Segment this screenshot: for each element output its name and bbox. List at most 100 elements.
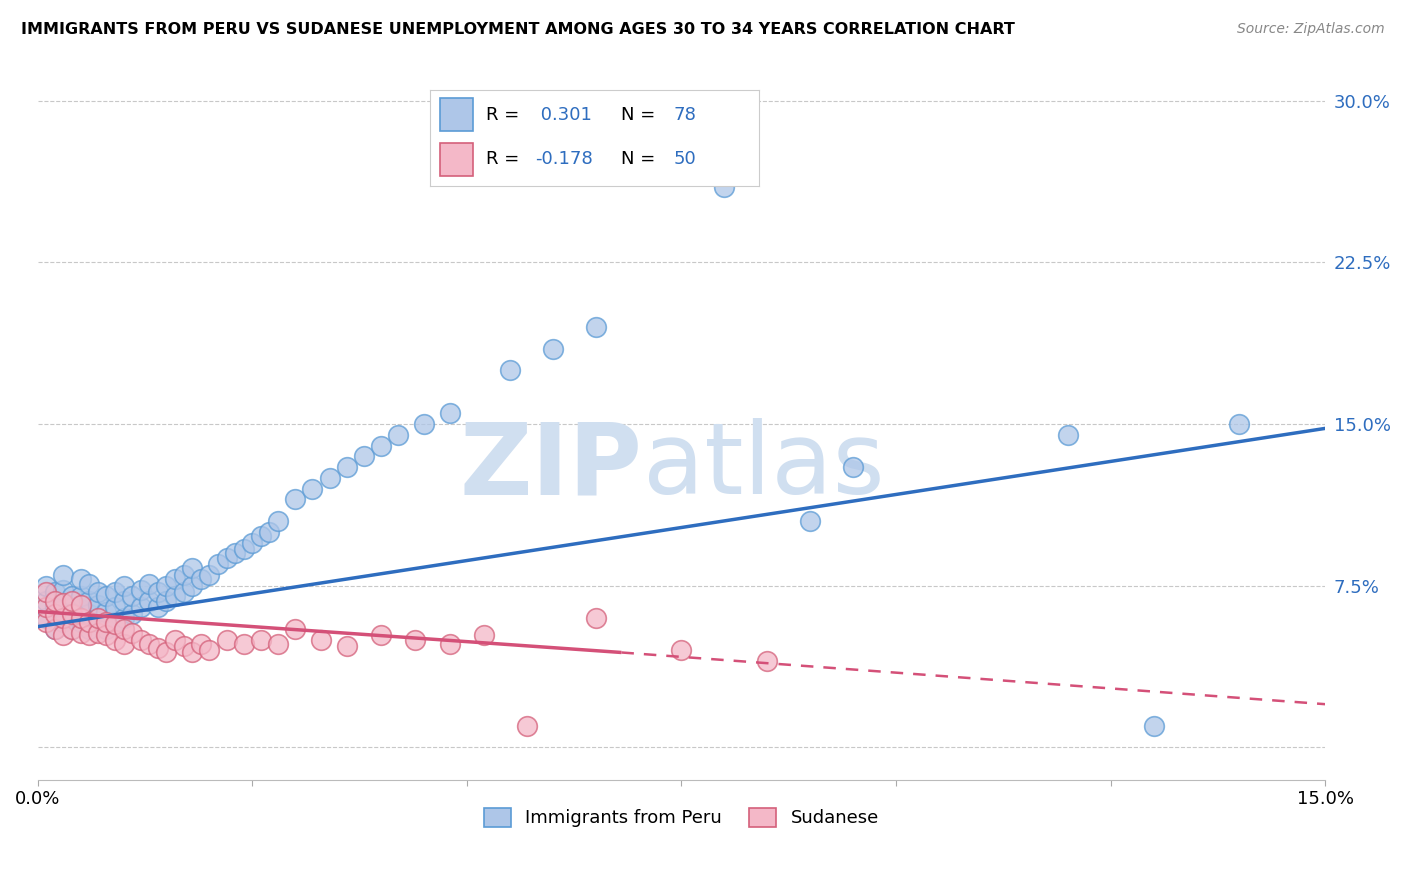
Point <box>173 585 195 599</box>
Point <box>370 439 392 453</box>
Point <box>627 159 650 173</box>
Text: IMMIGRANTS FROM PERU VS SUDANESE UNEMPLOYMENT AMONG AGES 30 TO 34 YEARS CORRELAT: IMMIGRANTS FROM PERU VS SUDANESE UNEMPLO… <box>21 22 1015 37</box>
Point <box>259 524 281 539</box>
Point <box>250 529 273 543</box>
Point <box>224 546 246 560</box>
Point <box>44 607 66 621</box>
Point <box>215 632 238 647</box>
Point <box>215 550 238 565</box>
Point <box>309 632 332 647</box>
Point <box>104 600 127 615</box>
Text: ZIP: ZIP <box>460 418 643 516</box>
Point <box>756 654 779 668</box>
Point <box>35 593 58 607</box>
Point <box>207 557 229 571</box>
Point <box>472 628 495 642</box>
Point <box>87 611 110 625</box>
Point <box>250 632 273 647</box>
Point <box>69 615 91 630</box>
Point <box>52 596 75 610</box>
Point <box>77 615 100 630</box>
Point <box>232 542 254 557</box>
Point <box>96 615 118 630</box>
Point <box>516 719 538 733</box>
Point <box>35 611 58 625</box>
Point <box>190 637 212 651</box>
Point <box>585 611 607 625</box>
Point <box>129 582 152 597</box>
Point <box>439 406 461 420</box>
Point <box>60 607 83 621</box>
Point <box>240 535 263 549</box>
Point <box>104 585 127 599</box>
Point <box>69 602 91 616</box>
Text: atlas: atlas <box>643 418 884 516</box>
Point <box>77 593 100 607</box>
Point <box>146 641 169 656</box>
Point <box>404 632 426 647</box>
Point <box>353 450 375 464</box>
Point <box>163 632 186 647</box>
Point <box>35 579 58 593</box>
Point <box>60 590 83 604</box>
Point <box>52 582 75 597</box>
Point <box>138 637 160 651</box>
Point <box>173 568 195 582</box>
Point <box>146 585 169 599</box>
Point <box>69 598 91 612</box>
Point <box>96 628 118 642</box>
Point <box>173 639 195 653</box>
Point <box>52 568 75 582</box>
Point <box>163 590 186 604</box>
Point <box>52 628 75 642</box>
Point <box>198 568 221 582</box>
Point <box>96 590 118 604</box>
Point <box>96 622 118 636</box>
Point <box>87 598 110 612</box>
Point <box>1056 427 1078 442</box>
Point <box>713 180 735 194</box>
Point <box>671 643 693 657</box>
Point <box>181 645 204 659</box>
Point <box>138 593 160 607</box>
Point <box>541 342 564 356</box>
Point <box>69 611 91 625</box>
Point <box>77 628 100 642</box>
Point <box>387 427 409 442</box>
Point <box>799 514 821 528</box>
Point <box>87 626 110 640</box>
Point <box>104 632 127 647</box>
Point <box>60 622 83 636</box>
Point <box>44 585 66 599</box>
Point <box>121 626 143 640</box>
Point <box>35 600 58 615</box>
Point <box>44 622 66 636</box>
Point <box>112 579 135 593</box>
Point <box>301 482 323 496</box>
Point <box>129 600 152 615</box>
Point <box>146 600 169 615</box>
Point <box>44 600 66 615</box>
Point <box>1142 719 1164 733</box>
Point <box>155 645 177 659</box>
Point <box>439 637 461 651</box>
Point <box>112 637 135 651</box>
Point <box>284 492 307 507</box>
Point <box>60 605 83 619</box>
Point <box>318 471 340 485</box>
Point <box>842 460 865 475</box>
Point <box>69 572 91 586</box>
Point <box>370 628 392 642</box>
Point <box>284 622 307 636</box>
Point <box>190 572 212 586</box>
Point <box>1229 417 1251 431</box>
Point <box>52 611 75 625</box>
Point <box>87 585 110 599</box>
Point <box>112 611 135 625</box>
Point <box>138 576 160 591</box>
Text: Source: ZipAtlas.com: Source: ZipAtlas.com <box>1237 22 1385 37</box>
Point <box>163 572 186 586</box>
Point <box>44 593 66 607</box>
Point <box>129 632 152 647</box>
Point <box>77 576 100 591</box>
